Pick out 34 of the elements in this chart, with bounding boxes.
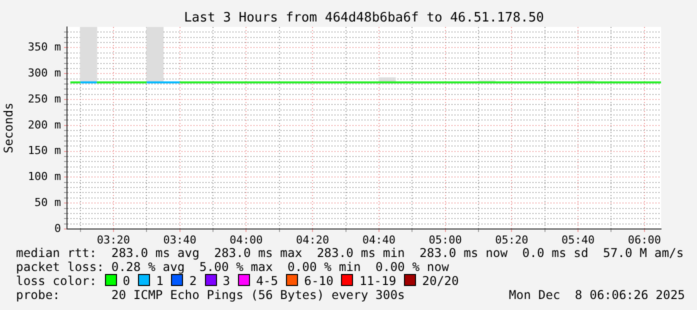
- y-tick-label: 200 m: [28, 118, 62, 132]
- text: 2: [189, 274, 197, 288]
- y-tick-label: 150 m: [28, 144, 62, 158]
- x-tick-label: 05:20: [495, 233, 528, 246]
- y-tick-label: 0: [54, 222, 61, 235]
- bar: [146, 27, 164, 83]
- text: loss color:: [16, 274, 97, 288]
- text: 11-19: [359, 274, 396, 288]
- y-tick-label: 350 m: [28, 40, 62, 54]
- y-axis-title: Seconds: [1, 102, 16, 154]
- text: Mon Dec 8 06:06:26 2025: [508, 288, 685, 302]
- chart-title: Last 3 Hours from 464d48b6ba6f to 46.51.178.50: [184, 10, 544, 26]
- x-tick-label: 03:40: [163, 233, 196, 246]
- text: 4-5: [256, 274, 278, 288]
- x-tick-label: 04:00: [230, 233, 263, 246]
- x-tick-label: 05:00: [428, 233, 462, 246]
- text: 6-10: [304, 274, 334, 288]
- bar: [80, 27, 98, 83]
- text: median rtt: 283.0 ms avg 283.0 ms max 283.0 ms min 283.0 ms now 0.0 ms sd 57.0 M am/s: [16, 246, 684, 260]
- x-tick-label: 04:20: [296, 233, 330, 246]
- text: 20/20: [422, 274, 459, 288]
- text: probe: 20 ICMP Echo Pings (56 Bytes) every 300s: [16, 288, 405, 302]
- y-tick-label: 250 m: [28, 92, 62, 106]
- y-tick-label: 100 m: [28, 170, 62, 184]
- y-tick-label: 300 m: [28, 66, 62, 80]
- x-tick-label: 04:40: [362, 233, 396, 246]
- y-tick-label: 50 m: [34, 196, 62, 209]
- x-tick-label: 05:40: [561, 233, 595, 246]
- x-tick-label: 03:20: [96, 233, 130, 246]
- text: packet loss: 0.28 % avg 5.00 % max 0.00 % min 0.00 % now: [16, 260, 449, 274]
- text: 3: [222, 274, 230, 288]
- text: 1: [156, 274, 164, 288]
- x-tick-label: 06:00: [628, 233, 661, 246]
- text: 0: [122, 274, 130, 288]
